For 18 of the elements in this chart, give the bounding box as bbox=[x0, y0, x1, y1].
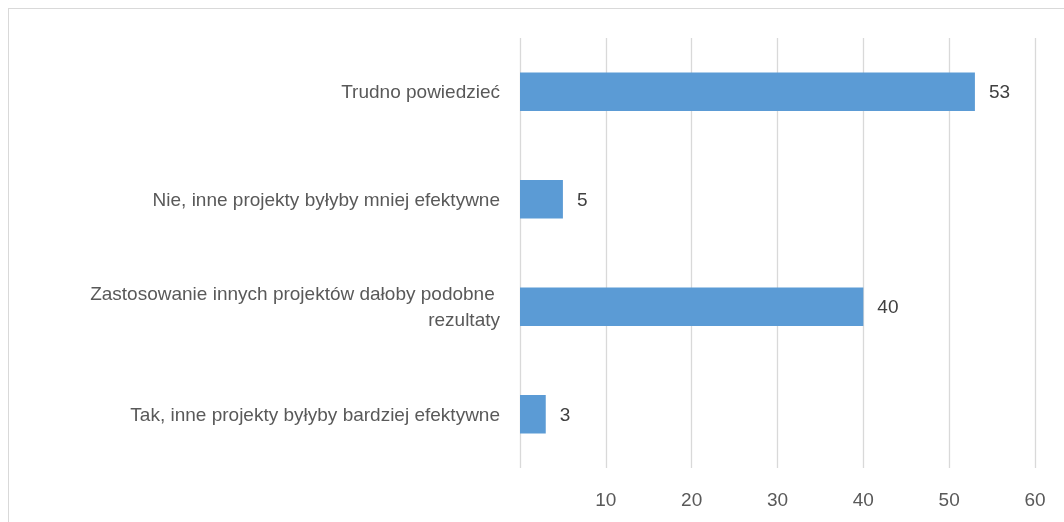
data-label: 5 bbox=[576, 188, 588, 210]
y-tick-label: Tak, inne projekty byłyby bardziej efektywne bbox=[130, 403, 500, 425]
x-tick-label: 60 bbox=[1024, 489, 1046, 510]
x-tick-label: 10 bbox=[595, 489, 617, 510]
bar bbox=[520, 394, 546, 434]
x-tick-label: 50 bbox=[938, 489, 960, 510]
bar bbox=[520, 179, 563, 219]
bar bbox=[520, 72, 975, 112]
x-tick-label: 40 bbox=[852, 489, 874, 510]
x-tick-label: 20 bbox=[681, 489, 703, 510]
x-tick-label: 30 bbox=[766, 489, 789, 510]
y-tick-label: Zastosowanie innych projektów dałoby podobne rezultaty bbox=[90, 283, 501, 331]
bar bbox=[520, 287, 864, 327]
y-tick-label: Nie, inne projekty byłyby mniej efektywne bbox=[152, 188, 500, 210]
data-label: 40 bbox=[877, 296, 899, 318]
data-label: 53 bbox=[988, 81, 1011, 103]
y-tick-label: Trudno powiedzieć bbox=[341, 81, 500, 103]
data-label: 3 bbox=[559, 403, 571, 425]
